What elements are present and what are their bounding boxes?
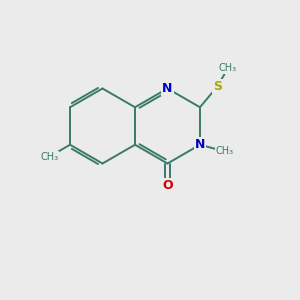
- Text: N: N: [162, 82, 173, 95]
- Text: S: S: [213, 80, 222, 93]
- Text: N: N: [195, 138, 205, 151]
- Text: CH₃: CH₃: [219, 63, 237, 74]
- Text: CH₃: CH₃: [40, 152, 58, 162]
- Text: O: O: [162, 178, 173, 192]
- Text: CH₃: CH₃: [215, 146, 234, 156]
